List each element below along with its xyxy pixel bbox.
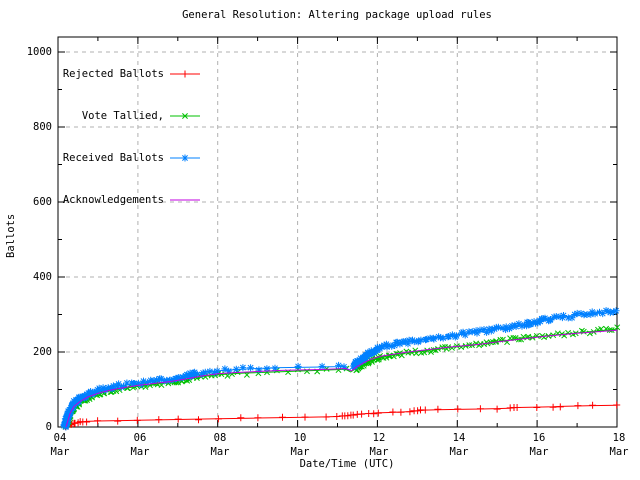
y-tick-label: 800 (33, 121, 52, 133)
y-tick-label: 600 (33, 196, 52, 208)
x-tick-label: 10 Mar (290, 432, 310, 458)
x-tick-label: 06 Mar (130, 432, 150, 458)
legend-row-acknowledgements: Acknowledgements (60, 193, 202, 207)
y-tick-label: 200 (33, 346, 52, 358)
legend-row-rejected-ballots: Rejected Ballots (60, 67, 202, 81)
x-tick-label: 12 Mar (369, 432, 389, 458)
x-tick-label: 18 Mar (609, 432, 629, 458)
legend-label: Rejected Ballots (62, 68, 164, 80)
x-axis-label: Date/Time (UTC) (299, 458, 395, 470)
legend-line-sample-icon (170, 154, 200, 162)
legend-label: Acknowledgements (62, 194, 164, 206)
legend-label: Vote Tallied, (81, 110, 164, 122)
x-tick-label: 16 Mar (529, 432, 549, 458)
legend-line-sample-icon (170, 199, 200, 201)
legend-label: Received Ballots (62, 152, 164, 164)
x-tick-label: 14 Mar (449, 432, 469, 458)
legend-line-sample-icon (170, 70, 200, 78)
legend-row-vote-tallied: Vote Tallied, (60, 109, 202, 123)
legend: Rejected Ballots Vote Tallied, Received … (60, 39, 202, 235)
y-tick-label: 1000 (26, 46, 52, 58)
legend-row-received-ballots: Received Ballots (60, 151, 202, 165)
y-tick-label: 0 (45, 421, 52, 433)
x-tick-label: 04 Mar (50, 432, 70, 458)
y-tick-label: 400 (33, 271, 52, 283)
x-tick-label: 08 Mar (210, 432, 230, 458)
chart-title: General Resolution: Altering package upl… (182, 9, 492, 21)
y-axis-label: Ballots (5, 213, 17, 258)
legend-line-sample-icon (170, 113, 200, 119)
